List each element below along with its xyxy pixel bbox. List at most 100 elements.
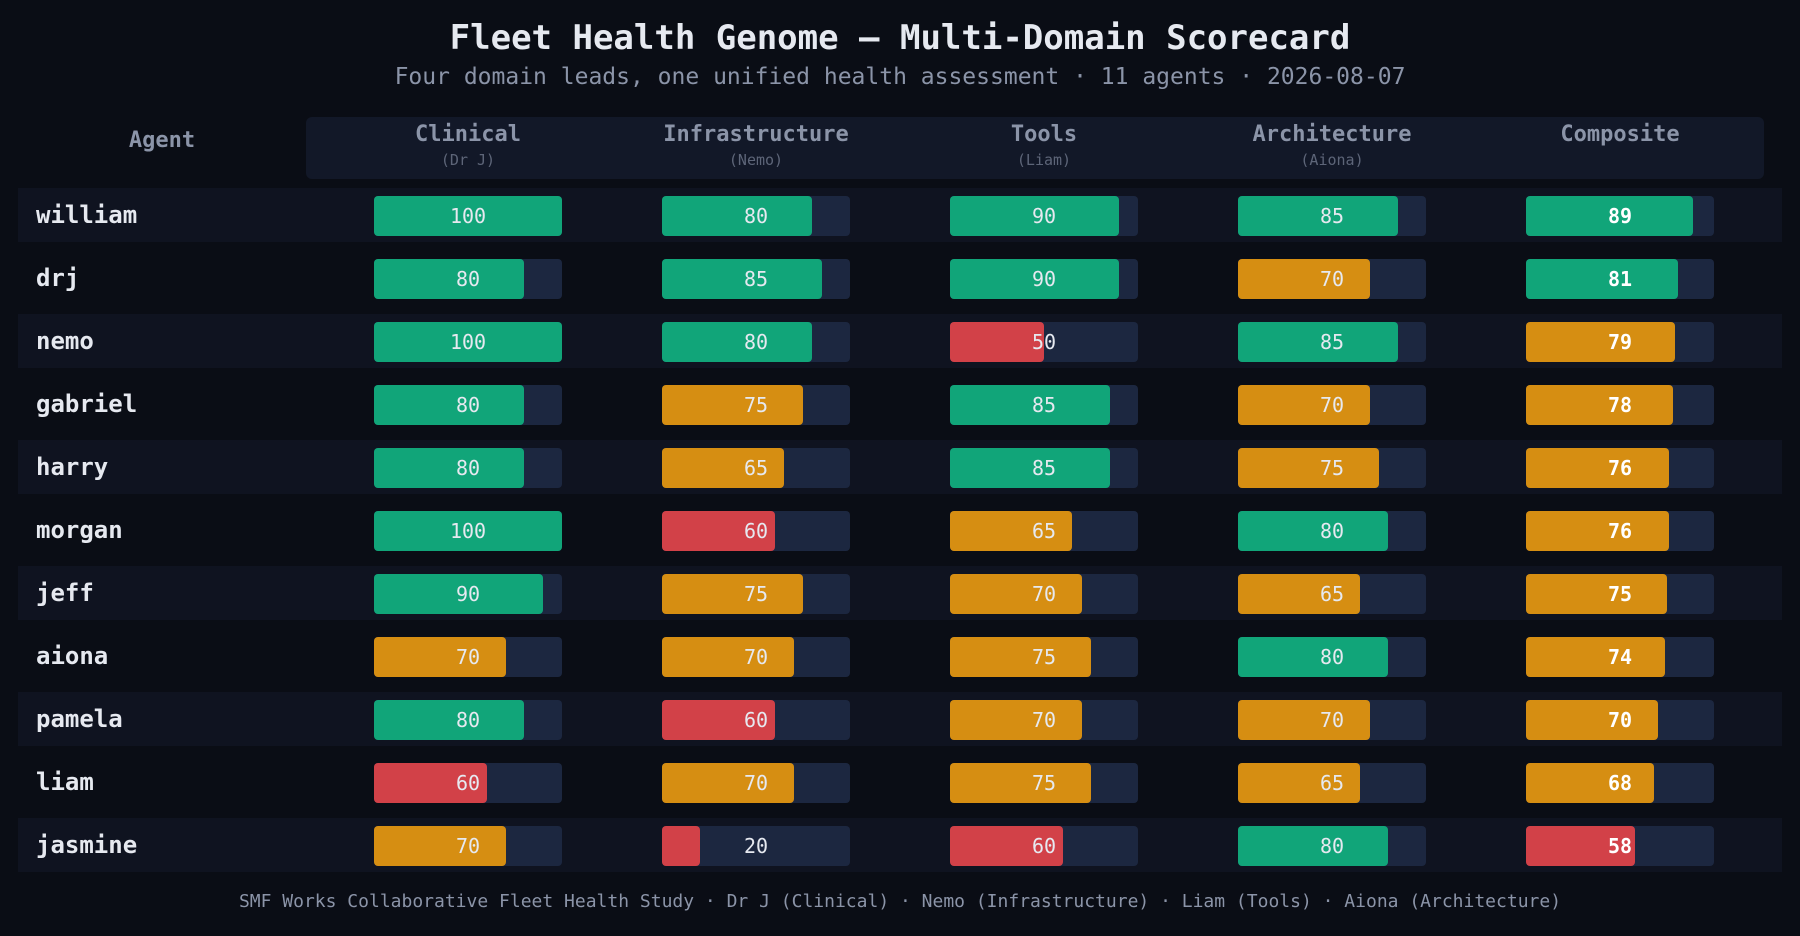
score-value-label: 60 [455, 771, 481, 795]
score-bar-track-clinical: 90 [374, 574, 562, 614]
score-bar-track-clinical: 80 [374, 385, 562, 425]
score-bar-track-architecture: 80 [1238, 826, 1426, 866]
column-header-lead: (Nemo) [728, 151, 784, 169]
column-header-infrastructure: Infrastructure (Nemo) [612, 122, 900, 169]
score-value-label: 80 [1319, 645, 1345, 669]
table-row-william: william 100 80 90 85 89 [18, 188, 1782, 242]
score-value-label: 65 [743, 456, 769, 480]
score-bar-track-architecture: 80 [1238, 511, 1426, 551]
table-row-gabriel: gabriel 80 75 85 70 78 [18, 377, 1782, 431]
score-bar-track-architecture: 65 [1238, 763, 1426, 803]
score-value-label: 85 [1031, 456, 1057, 480]
score-value-label: 80 [455, 393, 481, 417]
score-bar-fill [662, 574, 803, 614]
table-row-nemo: nemo 100 80 50 85 79 [18, 314, 1782, 368]
score-bar-fill [374, 196, 562, 236]
agent-name: drj [36, 264, 80, 292]
score-bar-fill [1526, 259, 1679, 299]
score-value-label: 20 [743, 834, 769, 858]
score-value-label: 80 [1319, 519, 1345, 543]
chart-footer: SMF Works Collaborative Fleet Health Stu… [238, 891, 1562, 912]
score-bar-track-composite: 70 [1526, 700, 1714, 740]
score-bar-fill [374, 574, 544, 614]
table-row-pamela: pamela 80 60 70 70 70 [18, 692, 1782, 746]
score-bar-fill [1238, 574, 1361, 614]
score-value-label: 58 [1607, 834, 1633, 858]
score-bar-track-architecture: 70 [1238, 385, 1426, 425]
score-value-label: 65 [1319, 771, 1345, 795]
score-bar-fill [1526, 511, 1669, 551]
table-row-aiona: aiona 70 70 75 80 74 [18, 629, 1782, 683]
score-bar-fill [1238, 448, 1379, 488]
score-bar-fill [1526, 385, 1673, 425]
score-bar-track-infrastructure: 20 [662, 826, 850, 866]
column-header-composite: Composite [1476, 122, 1764, 147]
agent-name: jasmine [36, 831, 138, 859]
score-bar-track-composite: 75 [1526, 574, 1714, 614]
score-bar-fill [374, 259, 525, 299]
score-value-label: 75 [743, 582, 769, 606]
score-bar-track-tools: 70 [950, 700, 1138, 740]
score-bar-track-architecture: 80 [1238, 637, 1426, 677]
column-header-label: Composite [1560, 122, 1680, 147]
score-bar-track-tools: 90 [950, 259, 1138, 299]
table-row-harry: harry 80 65 85 75 76 [18, 440, 1782, 494]
score-value-label: 80 [743, 330, 769, 354]
score-bar-fill [1238, 700, 1370, 740]
score-bar-fill [662, 826, 700, 866]
score-value-label: 80 [1319, 834, 1345, 858]
score-bar-fill [1526, 826, 1636, 866]
score-value-label: 85 [1319, 204, 1345, 228]
score-bar-fill [950, 826, 1063, 866]
score-value-label: 89 [1607, 204, 1633, 228]
table-row-jeff: jeff 90 75 70 65 75 [18, 566, 1782, 620]
agent-name: william [36, 201, 138, 229]
column-header-clinical: Clinical (Dr J) [324, 122, 612, 169]
score-bar-track-clinical: 100 [374, 511, 562, 551]
score-bar-fill [374, 385, 525, 425]
score-bar-fill [950, 763, 1091, 803]
score-bar-track-infrastructure: 75 [662, 385, 850, 425]
score-bar-fill [950, 448, 1110, 488]
score-bar-fill [374, 322, 562, 362]
agent-name: aiona [36, 642, 109, 670]
score-bar-track-tools: 90 [950, 196, 1138, 236]
score-bar-fill [1238, 763, 1361, 803]
column-header-label: Infrastructure [663, 122, 849, 147]
score-bar-track-composite: 81 [1526, 259, 1714, 299]
column-header-label: Tools [1010, 122, 1078, 147]
score-bar-fill [1526, 637, 1666, 677]
score-value-label: 74 [1607, 645, 1633, 669]
score-bar-fill [1526, 700, 1658, 740]
table-row-drj: drj 80 85 90 70 81 [18, 251, 1782, 305]
score-bar-fill [1526, 448, 1669, 488]
score-bar-track-infrastructure: 70 [662, 763, 850, 803]
score-value-label: 65 [1319, 582, 1345, 606]
score-bar-fill [374, 511, 562, 551]
score-bar-track-composite: 79 [1526, 322, 1714, 362]
score-bar-track-architecture: 70 [1238, 700, 1426, 740]
score-bar-track-composite: 74 [1526, 637, 1714, 677]
column-header-lead: (Liam) [1016, 151, 1072, 169]
score-bar-fill [662, 196, 813, 236]
agent-name: jeff [36, 579, 94, 607]
score-bar-fill [1526, 574, 1667, 614]
score-bar-fill [662, 511, 775, 551]
score-value-label: 70 [743, 771, 769, 795]
score-bar-track-clinical: 80 [374, 700, 562, 740]
score-value-label: 70 [1607, 708, 1633, 732]
score-bar-track-architecture: 85 [1238, 196, 1426, 236]
score-bar-track-tools: 85 [950, 448, 1138, 488]
chart-title: Fleet Health Genome — Multi-Domain Score… [449, 18, 1351, 58]
score-value-label: 50 [1031, 330, 1057, 354]
score-bar-fill [1238, 637, 1389, 677]
score-bar-track-infrastructure: 80 [662, 322, 850, 362]
score-bar-track-composite: 78 [1526, 385, 1714, 425]
score-value-label: 90 [1031, 204, 1057, 228]
score-bar-fill [1238, 826, 1389, 866]
score-value-label: 85 [1031, 393, 1057, 417]
score-value-label: 100 [449, 519, 487, 543]
column-header-lead: (Dr J) [440, 151, 496, 169]
column-header-tools: Tools (Liam) [900, 122, 1188, 169]
table-row-morgan: morgan 100 60 65 80 76 [18, 503, 1782, 557]
